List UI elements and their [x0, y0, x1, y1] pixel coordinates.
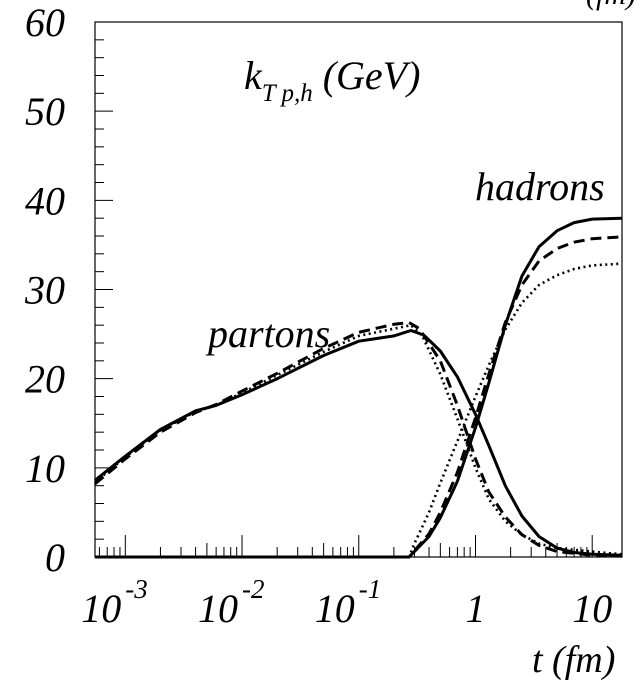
- x-axis-label: t (fm): [532, 639, 615, 681]
- x-tick-label: 1: [465, 586, 485, 631]
- y-tick-label: 30: [24, 268, 65, 313]
- x-tick-label: 10: [572, 586, 612, 631]
- partons-dotted-line: [94, 323, 623, 556]
- y-tick-label: 0: [45, 535, 65, 580]
- y-tick-label: 50: [25, 89, 65, 134]
- y-tick-label: 40: [25, 178, 65, 223]
- y-tick-label: 20: [25, 357, 65, 402]
- y-tick-label: 10: [25, 446, 65, 491]
- hadrons-dotted-line: [95, 262, 623, 559]
- x-tick-label: 10: [81, 586, 121, 631]
- plot-frame: [94, 21, 623, 558]
- partons-dashed-line: [94, 321, 623, 558]
- y-tick-labels: 0 10 20 30 40 50 60: [24, 0, 65, 580]
- x-tick-exponent: -1: [359, 574, 382, 604]
- top-clipped-label: (fm): [586, 0, 636, 11]
- hadrons-annotation: hadrons: [475, 164, 605, 209]
- hadrons-dashed-line: [95, 235, 623, 559]
- series-group: [94, 216, 623, 559]
- quantity-subscript: T p,h: [262, 80, 313, 107]
- x-tick-label: 10: [198, 586, 238, 631]
- x-tick-labels: 10 -3 10 -2 10 -1 1 10: [81, 574, 612, 631]
- quantity-label: kT p,h (GeV): [244, 53, 420, 107]
- x-tick-exponent: -3: [125, 574, 148, 604]
- y-tick-label: 60: [25, 0, 65, 45]
- quantity-unit: (GeV): [323, 53, 421, 98]
- partons-annotation: partons: [205, 311, 330, 356]
- axis-ticks: [95, 21, 593, 558]
- quantity-symbol: k: [244, 53, 263, 98]
- x-tick-label: 10: [315, 586, 355, 631]
- x-tick-exponent: -2: [242, 574, 265, 604]
